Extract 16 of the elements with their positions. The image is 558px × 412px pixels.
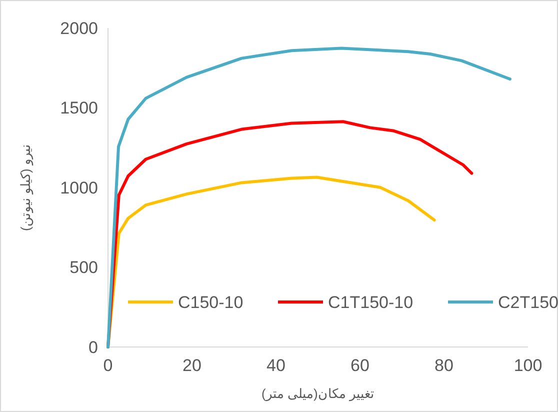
y-tick-label: 1000 xyxy=(60,178,98,198)
y-tick-label: 500 xyxy=(70,258,98,278)
x-tick-label: 40 xyxy=(266,356,286,375)
x-tick-label: 60 xyxy=(350,356,370,375)
x-tick-label: 0 xyxy=(103,356,113,375)
x-axis-title: تغییر مکان(میلی متر) xyxy=(262,386,374,402)
y-axis-title: نیرو (کیلو نیوتن) xyxy=(18,144,34,231)
legend-label: C1T150-10 xyxy=(328,292,414,312)
legend-label: C150-10 xyxy=(178,292,244,312)
x-tick-label: 80 xyxy=(434,356,454,375)
y-tick-label: 1500 xyxy=(60,98,98,118)
y-tick-label: 0 xyxy=(88,338,98,357)
y-tick-label: 2000 xyxy=(60,18,98,38)
legend-label: C2T150 xyxy=(498,292,558,312)
x-tick-label: 20 xyxy=(182,356,202,375)
x-tick-label: 100 xyxy=(514,356,542,375)
